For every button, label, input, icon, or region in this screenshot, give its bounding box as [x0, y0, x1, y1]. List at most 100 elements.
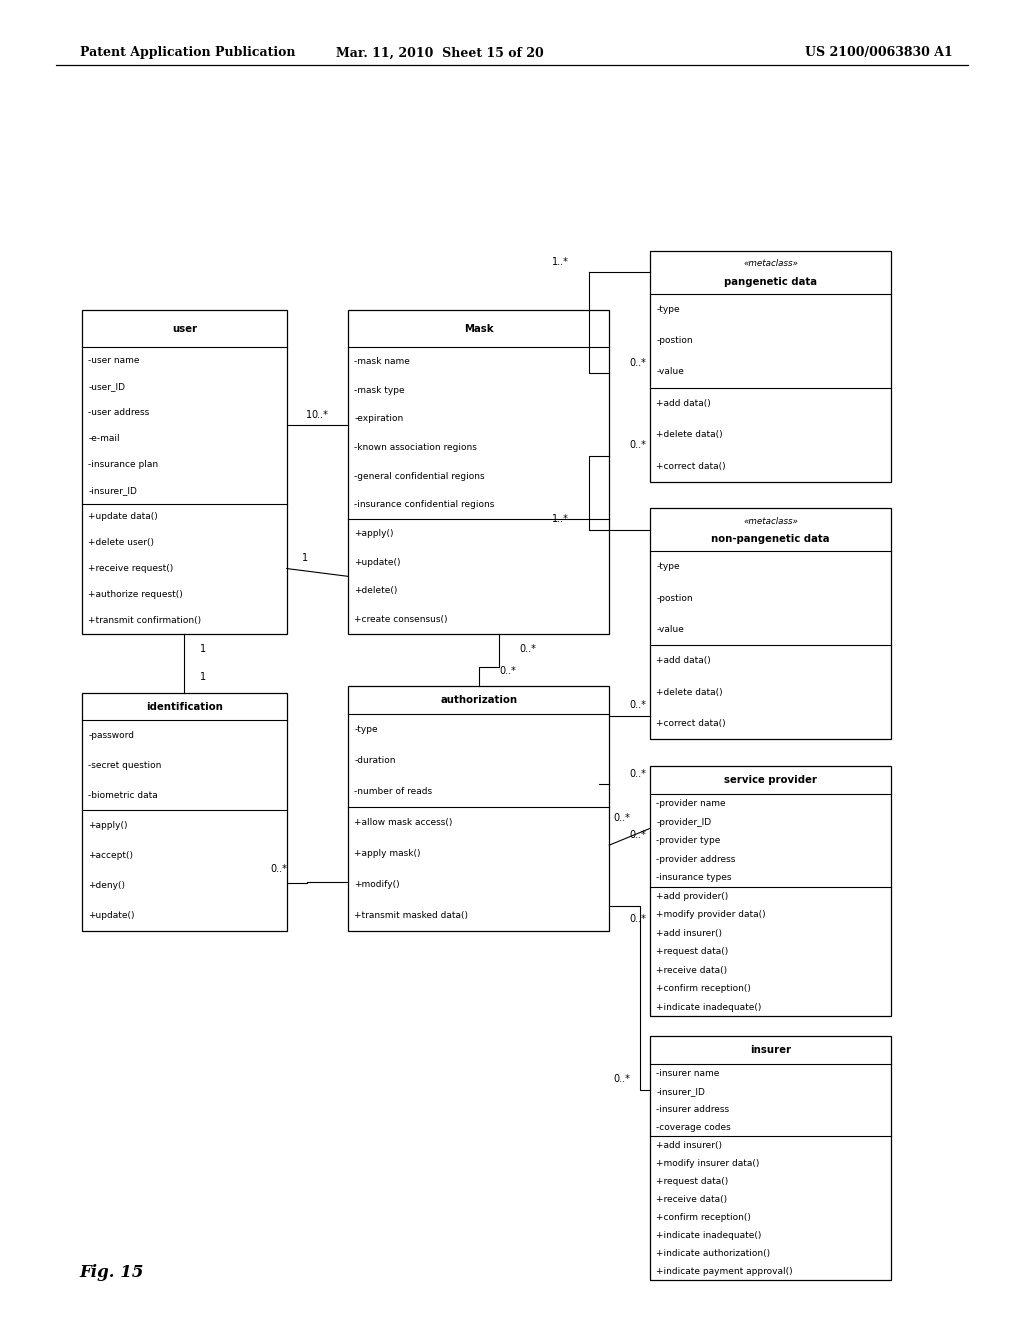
Text: 1..*: 1..* — [552, 256, 568, 267]
Text: -insurer_ID: -insurer_ID — [656, 1086, 706, 1096]
Text: Mar. 11, 2010  Sheet 15 of 20: Mar. 11, 2010 Sheet 15 of 20 — [337, 46, 544, 59]
Text: service provider: service provider — [724, 775, 817, 785]
Text: Mask: Mask — [464, 323, 494, 334]
Text: -insurance plan: -insurance plan — [88, 459, 158, 469]
Text: -type: -type — [656, 562, 680, 572]
Text: +delete data(): +delete data() — [656, 430, 723, 440]
Text: +add data(): +add data() — [656, 656, 711, 665]
Text: +deny(): +deny() — [88, 880, 125, 890]
Text: +indicate inadequate(): +indicate inadequate() — [656, 1230, 762, 1239]
Text: 0..*: 0..* — [613, 1074, 630, 1084]
Bar — [82, 693, 287, 931]
Text: +update(): +update() — [354, 557, 400, 566]
Text: 0..*: 0..* — [630, 915, 646, 924]
Text: +authorize request(): +authorize request() — [88, 590, 183, 599]
Bar — [650, 251, 891, 482]
Text: -known association regions: -known association regions — [354, 444, 477, 451]
Text: US 2100/0063830 A1: US 2100/0063830 A1 — [805, 46, 952, 59]
Text: -insurer name: -insurer name — [656, 1069, 720, 1078]
Text: 1..*: 1..* — [552, 513, 568, 524]
Text: -provider address: -provider address — [656, 854, 736, 863]
Text: 0..*: 0..* — [270, 863, 287, 874]
Text: 0..*: 0..* — [630, 358, 646, 367]
Bar — [348, 310, 609, 634]
Text: -user address: -user address — [88, 408, 150, 417]
Text: +indicate authorization(): +indicate authorization() — [656, 1249, 770, 1258]
Text: +delete(): +delete() — [354, 586, 397, 595]
Text: 1: 1 — [302, 553, 308, 564]
Bar — [348, 686, 609, 931]
Text: -coverage codes: -coverage codes — [656, 1123, 731, 1131]
Text: +receive request(): +receive request() — [88, 564, 173, 573]
Text: +correct data(): +correct data() — [656, 462, 726, 471]
Text: +receive data(): +receive data() — [656, 1195, 727, 1204]
Text: +confirm reception(): +confirm reception() — [656, 1213, 752, 1222]
Text: -number of reads: -number of reads — [354, 787, 432, 796]
Text: -insurance confidential regions: -insurance confidential regions — [354, 500, 495, 510]
Text: -mask type: -mask type — [354, 385, 404, 395]
Text: Fig. 15: Fig. 15 — [80, 1265, 144, 1280]
Text: -secret question: -secret question — [88, 760, 162, 770]
Text: +correct data(): +correct data() — [656, 719, 726, 729]
Text: +transmit confirmation(): +transmit confirmation() — [88, 616, 201, 626]
Text: 0..*: 0..* — [630, 829, 646, 840]
Text: +modify insurer data(): +modify insurer data() — [656, 1159, 760, 1168]
Text: +confirm reception(): +confirm reception() — [656, 985, 752, 993]
Text: user: user — [172, 323, 197, 334]
Bar — [650, 766, 891, 1016]
Text: 1: 1 — [200, 672, 206, 682]
Text: -biometric data: -biometric data — [88, 791, 158, 800]
Text: 0..*: 0..* — [630, 440, 646, 450]
Bar — [650, 1036, 891, 1280]
Text: +modify(): +modify() — [354, 880, 400, 888]
Text: 1: 1 — [200, 644, 206, 655]
Text: -value: -value — [656, 624, 684, 634]
Text: -insurance types: -insurance types — [656, 873, 732, 882]
Text: -postion: -postion — [656, 337, 693, 345]
Text: «metaclass»: «metaclass» — [743, 259, 798, 268]
Text: -user_ID: -user_ID — [88, 381, 125, 391]
Text: +create consensus(): +create consensus() — [354, 615, 447, 624]
Text: -type: -type — [656, 305, 680, 314]
Text: identification: identification — [145, 702, 223, 711]
Text: pangenetic data: pangenetic data — [724, 277, 817, 286]
Text: 0..*: 0..* — [519, 644, 537, 655]
Text: insurer: insurer — [750, 1045, 792, 1055]
Text: +update data(): +update data() — [88, 512, 158, 521]
Text: +allow mask access(): +allow mask access() — [354, 818, 453, 828]
Text: +update(): +update() — [88, 911, 134, 920]
Text: -provider name: -provider name — [656, 799, 726, 808]
Text: -type: -type — [354, 726, 378, 734]
Text: 0..*: 0..* — [311, 411, 328, 420]
Text: +transmit masked data(): +transmit masked data() — [354, 911, 468, 920]
Text: +apply(): +apply() — [88, 821, 128, 830]
Bar — [650, 508, 891, 739]
Text: -value: -value — [656, 367, 684, 376]
Text: +delete data(): +delete data() — [656, 688, 723, 697]
Text: 1: 1 — [306, 411, 312, 420]
Text: -provider type: -provider type — [656, 836, 721, 845]
Text: 0..*: 0..* — [613, 813, 630, 822]
Text: +add data(): +add data() — [656, 399, 711, 408]
Text: -mask name: -mask name — [354, 358, 411, 366]
Text: «metaclass»: «metaclass» — [743, 516, 798, 525]
Text: +receive data(): +receive data() — [656, 966, 727, 974]
Text: +indicate payment approval(): +indicate payment approval() — [656, 1267, 793, 1276]
Text: -insurer address: -insurer address — [656, 1105, 729, 1114]
Text: +indicate inadequate(): +indicate inadequate() — [656, 1003, 762, 1011]
Text: -user name: -user name — [88, 356, 139, 364]
Text: -general confidential regions: -general confidential regions — [354, 471, 485, 480]
Text: -duration: -duration — [354, 756, 396, 766]
Text: Patent Application Publication: Patent Application Publication — [80, 46, 295, 59]
Text: +request data(): +request data() — [656, 948, 729, 956]
Text: -insurer_ID: -insurer_ID — [88, 486, 137, 495]
Text: -e-mail: -e-mail — [88, 434, 120, 444]
Text: +add insurer(): +add insurer() — [656, 1140, 722, 1150]
Text: non-pangenetic data: non-pangenetic data — [712, 535, 829, 544]
Text: +apply mask(): +apply mask() — [354, 849, 421, 858]
Text: +delete user(): +delete user() — [88, 539, 154, 546]
Text: 0..*: 0..* — [630, 768, 646, 779]
Bar — [82, 310, 287, 634]
Text: +request data(): +request data() — [656, 1177, 729, 1185]
Text: +add insurer(): +add insurer() — [656, 929, 722, 937]
